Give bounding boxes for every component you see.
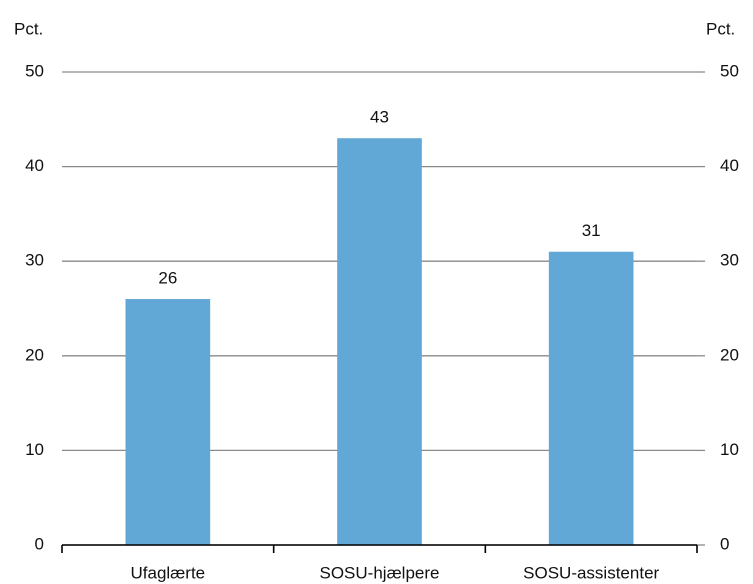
y2-tick-label: 20 (720, 345, 739, 364)
y-tick-label: 30 (25, 251, 44, 270)
y-tick-label: 40 (25, 156, 44, 175)
y2-tick-label: 40 (720, 156, 739, 175)
data-label: 31 (582, 221, 601, 240)
y2-tick-label: 0 (720, 534, 729, 553)
x-tick-label: Ufaglærte (131, 563, 206, 582)
data-label: 43 (370, 108, 389, 127)
bar (548, 251, 634, 546)
y-axis-label: Pct. (14, 19, 43, 38)
y2-tick-label: 50 (720, 61, 739, 80)
x-tick-label: SOSU-hjælpere (320, 563, 440, 582)
y-tick-label: 0 (35, 534, 44, 553)
y2-axis-label: Pct. (706, 19, 735, 38)
data-label: 26 (158, 269, 177, 288)
y-tick-label: 20 (25, 345, 44, 364)
y2-tick-label: 30 (720, 251, 739, 270)
y-tick-label: 50 (25, 61, 44, 80)
bar (337, 138, 422, 545)
bar (125, 299, 211, 545)
y2-tick-label: 10 (720, 440, 739, 459)
x-tick-label: SOSU-assistenter (523, 563, 659, 582)
y-tick-label: 10 (25, 440, 44, 459)
